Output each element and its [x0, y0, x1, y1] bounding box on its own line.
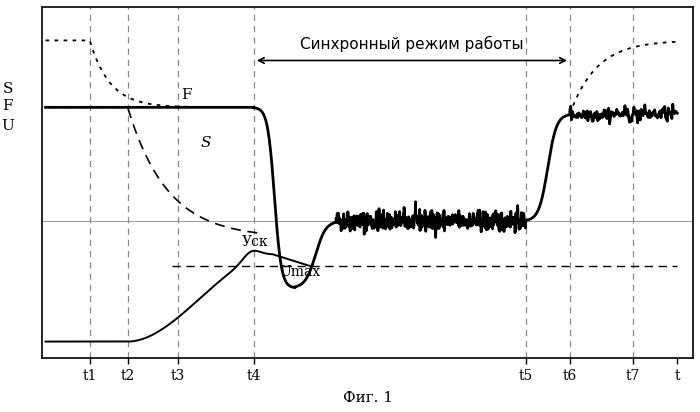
Text: Синхронный режим работы: Синхронный режим работы [300, 36, 524, 52]
Text: F: F [2, 98, 13, 112]
Text: F: F [181, 88, 192, 102]
X-axis label: Фиг. 1: Фиг. 1 [343, 391, 393, 405]
Text: U: U [1, 119, 14, 133]
Text: Уск: Уск [241, 235, 268, 249]
Text: Umax: Umax [279, 265, 321, 279]
Text: S: S [2, 82, 13, 96]
Text: S: S [200, 136, 211, 150]
